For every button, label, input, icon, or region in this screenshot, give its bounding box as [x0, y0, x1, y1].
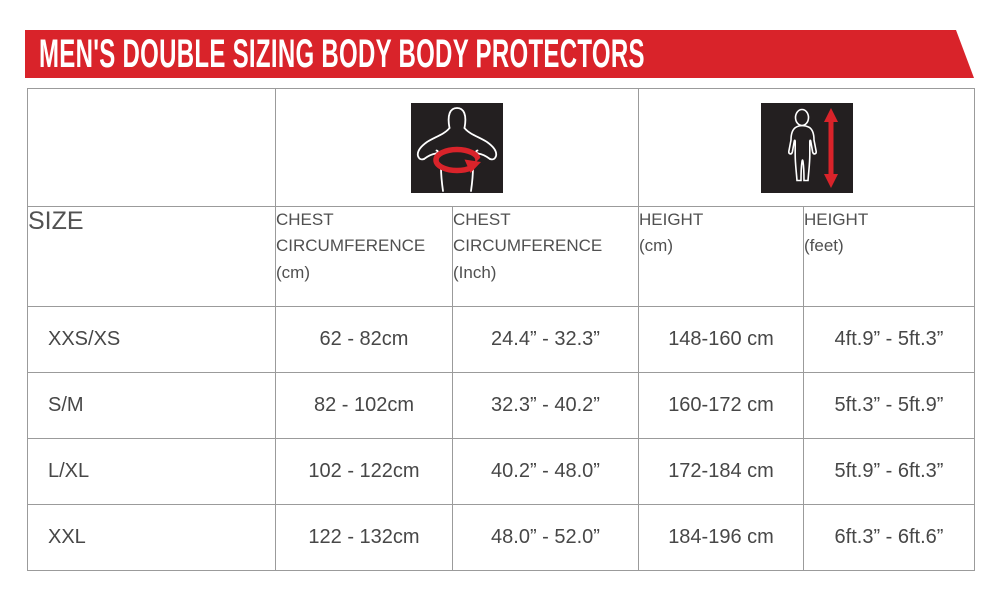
height-feet-cell: 4ft.9” - 5ft.3” [803, 306, 975, 373]
height-feet-cell: 5ft.3” - 5ft.9” [803, 372, 975, 439]
size-cell: L/XL [27, 438, 276, 505]
height-feet-cell: 5ft.9” - 6ft.3” [803, 438, 975, 505]
title-banner: MEN'S DOUBLE SIZING BODY BODY PROTECTORS [25, 30, 974, 78]
column-header-size: SIZE [27, 206, 276, 307]
column-header-height-cm: HEIGHT (cm) [638, 206, 804, 307]
page-title: MEN'S DOUBLE SIZING BODY BODY PROTECTORS [39, 32, 645, 76]
column-header-chest-inch: CHEST CIRCUMFERENCE (Inch) [452, 206, 639, 307]
table-row-l-xl: L/XL 102 - 122cm 40.2” - 48.0” 172-184 c… [27, 438, 975, 505]
height-cm-cell: 148-160 cm [638, 306, 804, 373]
chest-inch-cell: 24.4” - 32.3” [452, 306, 639, 373]
header-row: SIZE CHEST CIRCUMFERENCE (cm) CHEST CIRC… [27, 206, 975, 307]
height-feet-cell: 6ft.3” - 6ft.6” [803, 504, 975, 571]
column-header-height-feet: HEIGHT (feet) [803, 206, 975, 307]
chest-icon-cell [275, 88, 639, 207]
chest-inch-cell: 48.0” - 52.0” [452, 504, 639, 571]
chest-cm-cell: 122 - 132cm [275, 504, 453, 571]
chest-measure-arrow [433, 146, 487, 173]
icon-row-empty-cell [27, 88, 276, 207]
size-cell: XXL [27, 504, 276, 571]
chest-circumference-icon [411, 102, 503, 193]
chest-cm-cell: 62 - 82cm [275, 306, 453, 373]
chest-inch-cell: 32.3” - 40.2” [452, 372, 639, 439]
icon-row [27, 88, 975, 207]
table-row-xxs-xs: XXS/XS 62 - 82cm 24.4” - 32.3” 148-160 c… [27, 306, 975, 373]
size-cell: S/M [27, 372, 276, 439]
size-cell: XXS/XS [27, 306, 276, 373]
chest-inch-cell: 40.2” - 48.0” [452, 438, 639, 505]
height-cm-cell: 160-172 cm [638, 372, 804, 439]
height-icon [760, 102, 853, 193]
height-cm-cell: 184-196 cm [638, 504, 804, 571]
height-measure-arrow [823, 107, 838, 188]
table-row-s-m: S/M 82 - 102cm 32.3” - 40.2” 160-172 cm … [27, 372, 975, 439]
sizing-table: SIZE CHEST CIRCUMFERENCE (cm) CHEST CIRC… [27, 88, 975, 571]
column-header-chest-cm: CHEST CIRCUMFERENCE (cm) [275, 206, 453, 307]
height-icon-cell [638, 88, 975, 207]
height-cm-cell: 172-184 cm [638, 438, 804, 505]
chest-cm-cell: 82 - 102cm [275, 372, 453, 439]
table-row-xxl: XXL 122 - 132cm 48.0” - 52.0” 184-196 cm… [27, 504, 975, 571]
chest-cm-cell: 102 - 122cm [275, 438, 453, 505]
